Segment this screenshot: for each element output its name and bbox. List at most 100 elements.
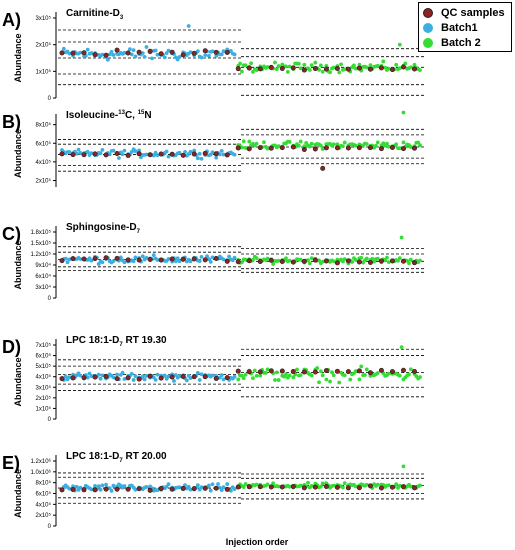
point-qc	[356, 259, 362, 265]
point-batch2	[407, 261, 411, 266]
point-batch1	[208, 259, 213, 264]
point-batch1	[104, 482, 108, 487]
point-batch2	[243, 372, 248, 377]
panel-label: D)	[2, 337, 21, 357]
point-batch1	[221, 49, 226, 53]
point-batch1	[118, 255, 123, 260]
point-batch1	[208, 488, 213, 493]
point-batch1	[188, 487, 193, 492]
point-qc	[103, 52, 109, 58]
point-batch2	[408, 257, 413, 262]
point-batch2	[394, 62, 399, 67]
point-batch2	[397, 146, 402, 151]
point-batch1	[89, 487, 94, 492]
point-qc	[356, 145, 362, 151]
point-batch2	[318, 63, 323, 68]
panel-2: B) Isoleucine-13C, 15N 2x10⁵ 4x10⁵ 6x10⁵ 8x10…	[2, 110, 424, 187]
point-qc	[312, 484, 318, 490]
point-qc	[136, 486, 142, 492]
point-batch1	[199, 485, 204, 490]
point-batch2	[397, 373, 402, 378]
point-qc	[367, 370, 373, 376]
point-batch1	[183, 149, 187, 154]
point-qc	[114, 151, 120, 157]
point-qc	[125, 257, 131, 263]
point-batch2	[386, 371, 391, 376]
point-qc	[246, 369, 252, 375]
point-batch1	[172, 379, 176, 383]
point-batch1	[78, 485, 83, 490]
y-tick-label: 0	[48, 524, 52, 530]
point-batch2	[247, 139, 252, 144]
point-batch1	[227, 254, 231, 259]
point-qc	[158, 486, 164, 492]
point-batch1	[164, 149, 169, 154]
point-batch2	[340, 144, 345, 149]
point-batch2	[284, 256, 288, 261]
point-batch1	[166, 48, 171, 53]
point-qc	[235, 66, 241, 72]
point-batch1	[210, 49, 215, 54]
point-batch2	[307, 261, 312, 266]
point-qc	[334, 484, 340, 490]
y-tick-label: 9x10⁴	[35, 262, 51, 269]
point-qc	[169, 374, 175, 380]
point-batch1	[155, 258, 160, 262]
point-qc	[147, 152, 153, 158]
point-batch1	[199, 156, 204, 161]
point-batch2	[265, 146, 270, 151]
point-batch2	[342, 67, 347, 72]
y-tick-label: 8x10⁵	[36, 122, 52, 129]
point-batch2	[364, 256, 369, 261]
point-qc	[257, 66, 263, 72]
point-outlier	[401, 110, 406, 115]
point-batch2	[331, 483, 336, 488]
point-batch1	[195, 483, 200, 488]
point-batch2	[309, 484, 314, 488]
point-batch2	[241, 376, 246, 381]
point-qc	[323, 66, 329, 72]
point-batch2	[320, 481, 325, 486]
point-batch1	[93, 484, 97, 488]
point-qc	[411, 485, 417, 491]
point-qc	[345, 66, 351, 72]
y-tick-label: 5x10⁵	[36, 363, 52, 370]
point-qc	[301, 67, 307, 73]
point-batch2	[317, 380, 321, 385]
point-qc	[400, 258, 406, 264]
point-batch2	[386, 66, 391, 71]
y-tick-label: 1.8x10⁵	[30, 229, 51, 236]
point-batch1	[78, 150, 83, 155]
point-batch2	[287, 140, 292, 144]
legend: QC samples Batch1 Batch 2	[418, 2, 512, 52]
point-qc	[246, 484, 252, 490]
point-batch1	[137, 148, 142, 153]
point-batch2	[263, 371, 268, 375]
point-batch2	[251, 258, 255, 262]
point-batch1	[166, 154, 171, 159]
point-qc	[180, 485, 186, 491]
y-tick-label: 1x10⁵	[36, 405, 52, 412]
point-batch1	[128, 47, 132, 52]
point-batch2	[320, 69, 325, 74]
point-qc	[180, 373, 186, 379]
point-batch1	[100, 147, 105, 152]
point-qc	[70, 50, 76, 56]
point-batch2	[363, 373, 367, 377]
point-batch2	[337, 380, 342, 385]
point-qc	[334, 368, 340, 374]
point-qc	[81, 50, 87, 56]
point-batch2	[331, 259, 336, 264]
point-qc	[202, 257, 208, 263]
point-batch2	[251, 70, 255, 74]
point-batch1	[153, 377, 158, 382]
point-batch1	[122, 484, 127, 488]
point-batch1	[188, 259, 193, 264]
point-qc	[345, 485, 351, 491]
point-batch2	[273, 60, 277, 65]
point-qc	[257, 145, 263, 151]
point-batch1	[144, 45, 149, 49]
y-axis-label: Abundance	[13, 469, 23, 518]
point-qc	[312, 146, 318, 152]
